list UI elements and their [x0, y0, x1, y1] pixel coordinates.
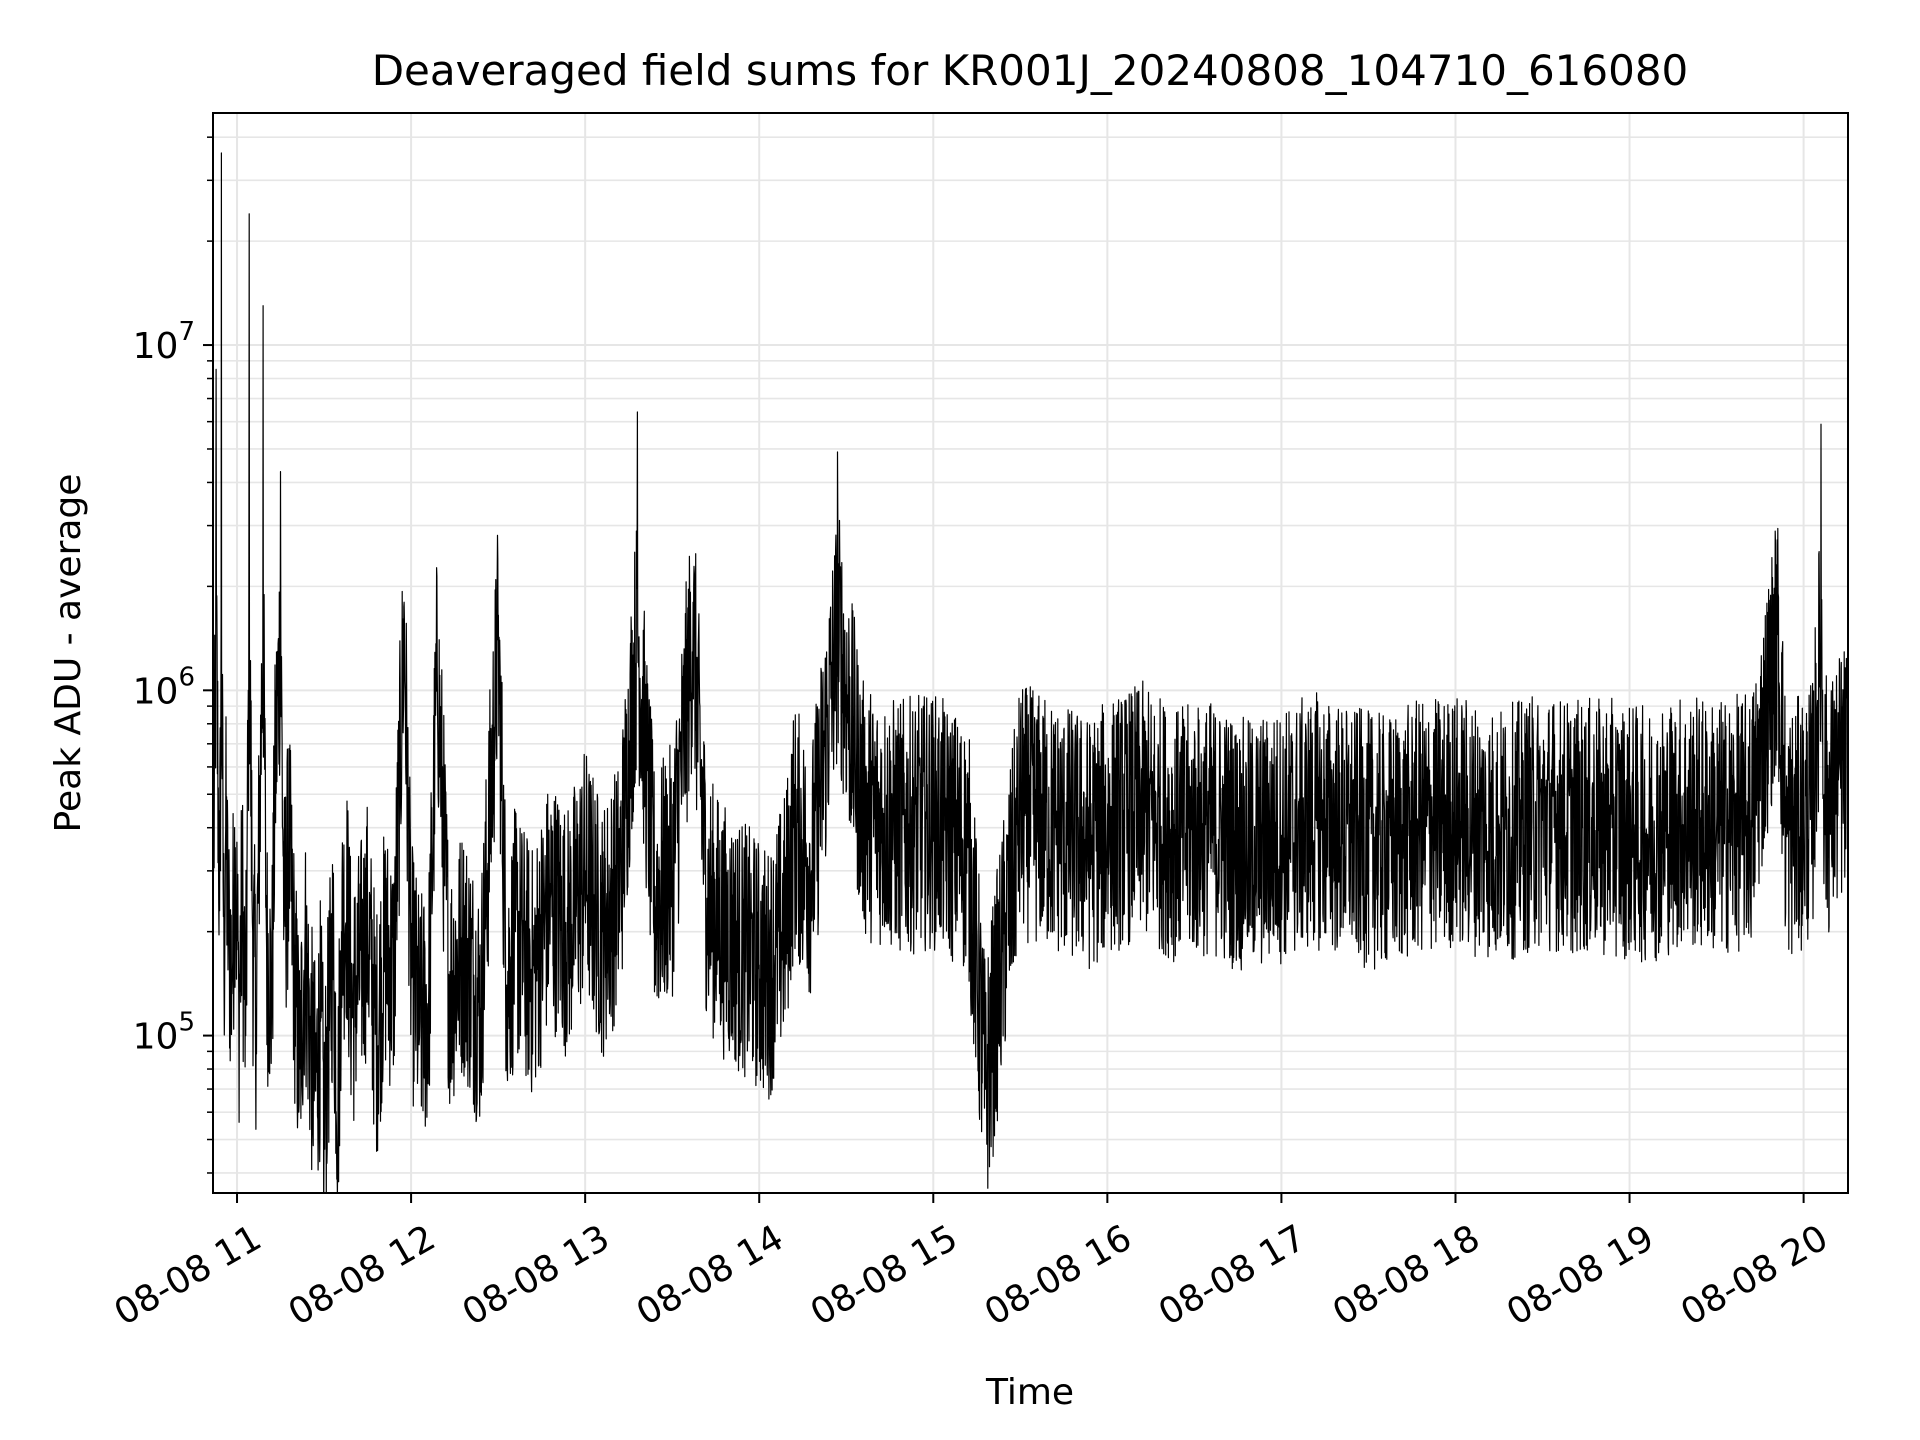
plot-area: [213, 152, 1848, 1193]
y-tick-label: 107: [133, 317, 195, 367]
x-axis-label: Time: [985, 1372, 1074, 1413]
plot-frame: [212, 112, 1849, 1194]
y-axis-label: Peak ADU - average: [48, 474, 89, 833]
series-line: [213, 152, 1848, 1193]
y-axis: 105 106 107: [133, 136, 213, 1174]
chart-title: Deaveraged field sums for KR001J_2024080…: [372, 46, 1689, 95]
y-tick-label: 105: [133, 1008, 195, 1058]
y-tick-label: 106: [133, 662, 195, 712]
